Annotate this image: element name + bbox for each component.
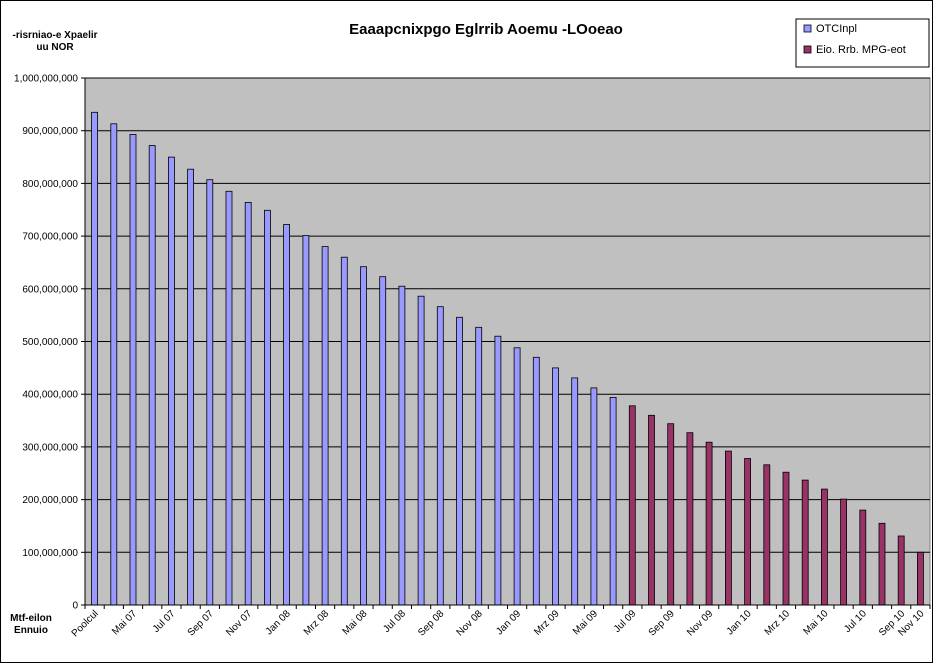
bar-series-2 <box>917 551 924 606</box>
x-tick-label: Nov 07 <box>224 608 254 638</box>
x-tick-label: Mai 08 <box>341 608 370 637</box>
bar-series-1 <box>340 256 348 606</box>
legend-box <box>795 18 930 68</box>
bar-series-2 <box>763 464 771 606</box>
bar-series-2 <box>705 441 713 606</box>
bar-series-1 <box>302 235 310 606</box>
bar-series-1 <box>206 179 214 606</box>
bars <box>91 111 924 606</box>
legend: OTCInpl Eio. Rrb. MPG-eot <box>795 18 930 68</box>
bar-series-2 <box>744 458 751 606</box>
bar-series-2 <box>686 432 694 606</box>
bar-series-1 <box>187 168 195 606</box>
bar-series-2 <box>648 414 655 606</box>
x-tick-label: Nov 09 <box>685 608 715 638</box>
x-tick-label: Mrz 10 <box>763 608 793 638</box>
bar-series-1 <box>244 201 252 606</box>
y-tick-label: 600,000,000 <box>22 284 78 295</box>
bar-series-2 <box>628 405 636 606</box>
y-axis-label: -risrniao-e Xpaelir uu NOR <box>12 30 97 53</box>
chart-title: Eaaapcnixpgo Eglrrib Aoemu -LOoeao <box>349 21 623 38</box>
bar-series-1 <box>129 133 137 606</box>
y-tick-label: 1,000,000,000 <box>14 74 78 85</box>
x-tick-label: Jul 09 <box>612 608 639 635</box>
bar-series-1 <box>91 111 98 606</box>
bar-series-2 <box>840 498 847 606</box>
legend-swatch <box>803 45 812 54</box>
x-tick-label: Sep 09 <box>647 608 677 638</box>
bar-series-2 <box>801 479 809 606</box>
bar-series-2 <box>897 535 905 606</box>
bar-series-2 <box>667 423 675 606</box>
y-tick-label: 500,000,000 <box>22 337 78 348</box>
bar-series-1 <box>110 123 118 606</box>
bar-series-1 <box>417 295 425 606</box>
x-tick-label: Mai 10 <box>801 608 830 637</box>
legend-label: Eio. Rrb. MPG-eot <box>816 44 906 56</box>
x-tick-label: Jan 09 <box>494 608 523 637</box>
bar-series-1 <box>494 335 502 606</box>
y-tick-label: 900,000,000 <box>22 126 78 137</box>
bar-series-2 <box>725 450 732 606</box>
bar-series-1 <box>513 347 521 606</box>
y-tick-label: 700,000,000 <box>22 232 78 243</box>
bar-series-1 <box>571 377 579 606</box>
x-tick-label: Mai 09 <box>571 608 600 637</box>
x-tick-label: Jul 10 <box>842 608 869 635</box>
bar-series-2 <box>878 522 886 606</box>
x-axis-label: Mtf-eilon Ennuio <box>10 613 52 636</box>
x-tick-label: Jul 07 <box>151 608 178 635</box>
bar-series-1 <box>263 209 271 606</box>
bar-series-1 <box>609 396 617 606</box>
y-tick-label: 200,000,000 <box>22 495 78 506</box>
bar-series-1 <box>552 367 559 606</box>
x-tick-label: Mrz 09 <box>532 608 562 638</box>
x-tick-label: Nov 08 <box>455 608 485 638</box>
bar-series-2 <box>782 471 790 606</box>
bar-series-1 <box>360 266 367 606</box>
legend-swatch <box>803 24 812 33</box>
y-axis-ticks: 0 100,000,000 200,000,000 300,000,000 400,00… <box>14 74 930 612</box>
x-tick-label: Jan 08 <box>264 608 293 637</box>
x-tick-label: Jan 10 <box>725 608 754 637</box>
x-tick-label: Sep 08 <box>416 608 446 638</box>
bar-series-1 <box>283 224 291 606</box>
bar-series-1 <box>321 246 329 606</box>
bar-series-1 <box>167 156 175 606</box>
bar-series-1 <box>398 285 406 606</box>
legend-label: OTCInpl <box>816 23 857 35</box>
y-tick-label: 100,000,000 <box>22 548 78 559</box>
bar-series-1 <box>225 190 233 606</box>
bar-series-2 <box>859 509 867 606</box>
x-tick-label: Jul 08 <box>381 608 408 635</box>
bar-series-1 <box>532 356 540 606</box>
x-tick-label: Mrz 08 <box>302 608 332 638</box>
bar-series-1 <box>379 276 387 606</box>
x-tick-label: Mai 07 <box>110 608 139 637</box>
x-axis-ticks: Poolcul Mai 07 Jul 07 Sep 07 Nov 07 Jan 08 Mrz… <box>70 605 931 639</box>
y-tick-label: 0 <box>72 601 78 612</box>
bar-series-1 <box>148 145 156 606</box>
y-tick-label: 800,000,000 <box>22 179 78 190</box>
y-tick-label: 400,000,000 <box>22 390 78 401</box>
bar-series-1 <box>475 326 483 606</box>
bar-series-2 <box>821 488 828 606</box>
x-tick-label: Sep 07 <box>186 608 216 638</box>
x-tick-label: Poolcul <box>70 608 101 639</box>
bar-series-1 <box>456 316 463 606</box>
y-tick-label: 300,000,000 <box>22 442 78 453</box>
bar-series-1 <box>436 306 444 606</box>
bar-series-1 <box>590 387 598 606</box>
